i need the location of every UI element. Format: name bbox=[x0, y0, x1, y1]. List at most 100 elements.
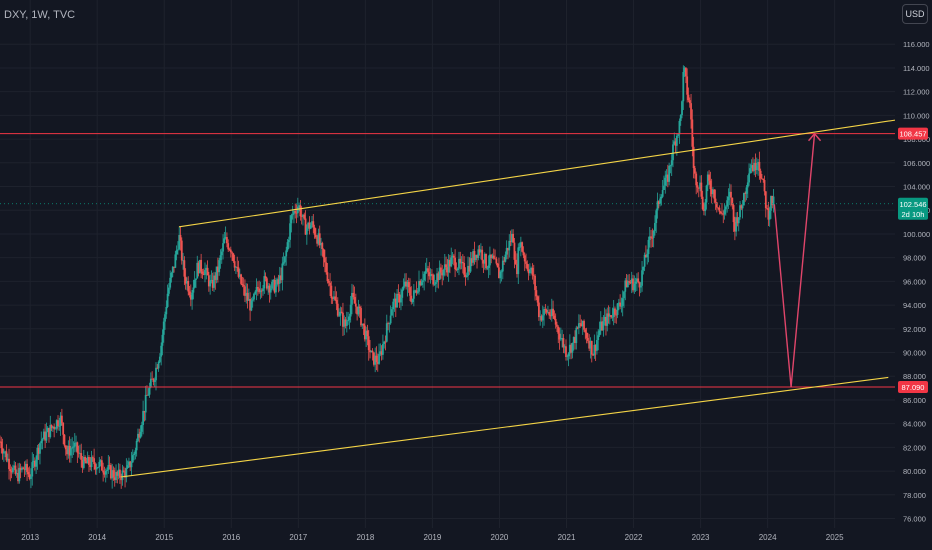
candle-body bbox=[692, 146, 695, 169]
candle-body bbox=[584, 329, 587, 333]
candle-body bbox=[9, 469, 12, 472]
candle-body bbox=[39, 443, 41, 454]
candle-body bbox=[669, 165, 672, 167]
candle-body bbox=[740, 205, 743, 209]
candle-body bbox=[231, 252, 233, 254]
candle-body bbox=[579, 323, 582, 325]
candle-body bbox=[250, 300, 253, 311]
candle-body bbox=[106, 469, 108, 472]
candle-body bbox=[124, 471, 126, 478]
candle-body bbox=[116, 471, 119, 476]
candle-body bbox=[122, 470, 125, 472]
candle-body bbox=[335, 300, 338, 304]
candle-body bbox=[599, 321, 602, 331]
candles bbox=[0, 65, 775, 489]
x-tick-label: 2020 bbox=[491, 533, 509, 542]
candle-body bbox=[639, 285, 642, 288]
candle-body bbox=[666, 174, 669, 182]
candle-body bbox=[285, 250, 288, 257]
candle-body bbox=[733, 222, 736, 232]
candle-body bbox=[389, 315, 392, 324]
candle-body bbox=[722, 213, 725, 215]
candle-body bbox=[32, 460, 35, 463]
candle-body bbox=[535, 290, 538, 297]
candle-body bbox=[17, 473, 19, 482]
candle-body bbox=[468, 265, 471, 272]
candle-body bbox=[247, 299, 250, 301]
candle-body bbox=[606, 313, 609, 326]
candle-body bbox=[428, 272, 431, 277]
candle-body bbox=[650, 236, 652, 238]
candle-body bbox=[755, 165, 758, 171]
candle-body bbox=[523, 255, 526, 262]
candle-body bbox=[107, 465, 110, 470]
candle-body bbox=[251, 299, 254, 301]
candle-body bbox=[202, 273, 205, 275]
candle-body bbox=[646, 254, 649, 258]
candle-body bbox=[696, 185, 699, 188]
candle-body bbox=[596, 340, 598, 351]
candle-body bbox=[228, 249, 231, 251]
candle-body bbox=[699, 182, 701, 189]
candle-body bbox=[88, 456, 90, 465]
candle-body bbox=[597, 335, 600, 341]
candle-body bbox=[642, 266, 645, 271]
candle-body bbox=[419, 281, 422, 286]
candle-body bbox=[158, 356, 161, 362]
candle-body bbox=[433, 283, 436, 285]
candle-body bbox=[304, 218, 307, 235]
candle-body bbox=[358, 306, 361, 309]
candle-body bbox=[637, 278, 640, 283]
candle-body bbox=[155, 367, 157, 381]
candle-body bbox=[126, 465, 129, 469]
candle-body bbox=[94, 464, 97, 470]
candle-body bbox=[33, 460, 36, 467]
candle-body bbox=[2, 451, 5, 454]
candle-body bbox=[142, 410, 145, 425]
candle-body bbox=[300, 216, 303, 218]
candle-body bbox=[309, 225, 312, 229]
candle-body bbox=[456, 268, 459, 271]
candle-body bbox=[728, 191, 731, 197]
candle-body bbox=[46, 427, 49, 432]
candle-body bbox=[672, 144, 674, 161]
candle-body bbox=[164, 314, 166, 322]
candle-body bbox=[420, 282, 423, 286]
candle-body bbox=[18, 467, 21, 482]
candle-body bbox=[508, 240, 511, 251]
candle-body bbox=[175, 250, 178, 255]
candle-body bbox=[67, 445, 70, 455]
candle-body bbox=[540, 316, 543, 321]
candle-body bbox=[706, 174, 709, 186]
price-axis-bg bbox=[895, 0, 932, 550]
candle-body bbox=[490, 254, 493, 259]
candle-body bbox=[342, 312, 344, 327]
candle-body bbox=[282, 262, 285, 264]
candle-body bbox=[724, 206, 727, 210]
candle-body bbox=[330, 285, 333, 299]
candle-body bbox=[563, 346, 566, 348]
candle-body bbox=[655, 210, 658, 224]
candle-body bbox=[647, 239, 650, 255]
candle-body bbox=[512, 233, 515, 243]
candle-body bbox=[446, 267, 449, 273]
candle-body bbox=[233, 261, 236, 268]
candle-body bbox=[63, 434, 66, 446]
candle-body bbox=[240, 274, 242, 284]
candle-body bbox=[641, 270, 643, 286]
candle-body bbox=[675, 135, 678, 146]
candle-body bbox=[409, 287, 411, 296]
candle-body bbox=[264, 276, 267, 279]
candle-body bbox=[119, 469, 121, 478]
candle-body bbox=[626, 281, 629, 288]
candle-body bbox=[449, 259, 451, 267]
candle-body bbox=[614, 308, 616, 315]
candle-body bbox=[286, 242, 289, 251]
candle-body bbox=[470, 258, 473, 263]
candle-body bbox=[303, 214, 306, 219]
candle-body bbox=[459, 258, 462, 264]
candle-body bbox=[325, 262, 328, 273]
price-badge-label: 87.090 bbox=[902, 383, 925, 392]
currency-button[interactable]: USD bbox=[902, 4, 928, 24]
